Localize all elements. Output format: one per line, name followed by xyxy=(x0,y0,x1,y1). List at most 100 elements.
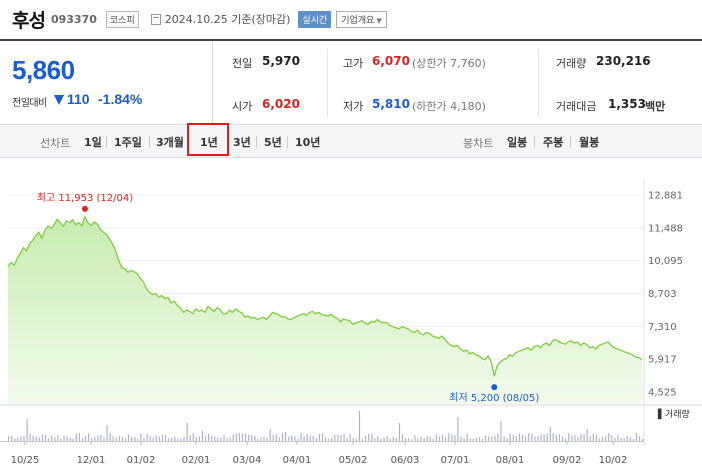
volume-bar xyxy=(488,436,490,441)
volume-bar xyxy=(392,436,394,441)
amount-label: 거래대금 xyxy=(556,100,597,113)
tab-1week[interactable]: 1주일 xyxy=(114,136,142,149)
volume-bar xyxy=(365,435,367,441)
tab-weekly-candle[interactable]: 주봉 xyxy=(543,136,564,149)
volume-bar xyxy=(562,436,564,441)
high-annotation: 최고 11,953 (12/04) xyxy=(37,192,133,204)
tab-10year[interactable]: 10년 xyxy=(295,136,321,149)
tab-3year[interactable]: 3년 xyxy=(233,136,251,149)
tab-monthly-candle[interactable]: 월봉 xyxy=(579,136,600,149)
volume-bar xyxy=(414,435,416,441)
volume-bar xyxy=(537,436,539,441)
volume-bar xyxy=(91,437,93,441)
volume-bar xyxy=(177,438,179,441)
chart-period-tabs: 선차트 1일 1주일 3개월 1년 3년 5년 10년 봉차트 일봉 주봉 월봉 xyxy=(0,126,702,158)
price-chart[interactable]: 12,881 11,488 10,095 8,703 7,310 5,917 4,525 1… xyxy=(0,158,702,469)
header-divider xyxy=(0,39,702,41)
lower-limit: (하한가 4,180) xyxy=(412,100,486,113)
volume-bar xyxy=(158,436,160,441)
realtime-button[interactable]: 실시간 xyxy=(298,10,332,28)
volume-bar xyxy=(642,438,644,441)
tab-daily-candle[interactable]: 일봉 xyxy=(507,136,528,149)
volume-bar xyxy=(586,429,588,441)
stock-header: 후성 093370 코스피 2024.10.25 기준(장마감) 실시간 기업개… xyxy=(0,0,702,38)
volume-bar xyxy=(186,423,188,441)
x-tick-label: 10/25 xyxy=(11,455,40,466)
volume-bar xyxy=(540,434,542,441)
volume-bar xyxy=(318,434,320,441)
volume-bar xyxy=(454,435,456,441)
volume-bar xyxy=(220,437,222,441)
volume-bar xyxy=(401,434,404,441)
chevron-down-icon: ▼ xyxy=(376,16,382,25)
price-date: 2024.10.25 기준(장마감) xyxy=(164,13,291,26)
company-name: 후성 xyxy=(12,9,46,32)
volume-bar xyxy=(543,434,545,441)
volume-bar xyxy=(201,431,204,441)
x-tick-label: 07/01 xyxy=(441,455,470,466)
high-marker xyxy=(81,205,88,212)
volume-bar xyxy=(626,435,628,441)
price-area xyxy=(8,216,642,404)
volume-bar xyxy=(121,437,124,441)
tab-5year[interactable]: 5년 xyxy=(264,136,282,149)
tab-3month[interactable]: 3개월 xyxy=(156,136,184,149)
volume-bar xyxy=(54,437,56,441)
volume-bar xyxy=(568,433,570,441)
amount-unit: 백만 xyxy=(645,100,666,113)
volume-bar xyxy=(617,434,619,441)
volume-bar xyxy=(232,434,234,441)
volume-bar xyxy=(251,435,253,441)
current-price: 5,860 xyxy=(12,55,75,85)
volume-bar xyxy=(592,433,594,441)
volume-bar xyxy=(531,433,533,441)
company-info-dropdown[interactable]: 기업개요 ▼ xyxy=(336,10,387,28)
active-tab-highlight xyxy=(187,123,229,156)
volume-bar xyxy=(445,437,447,441)
volume-bar xyxy=(405,438,407,441)
volume-bar xyxy=(94,436,96,441)
volume-bar xyxy=(254,435,256,441)
volume-bar xyxy=(29,433,31,441)
volume-bar xyxy=(112,436,114,441)
volume-bar xyxy=(208,434,210,441)
volume-bar xyxy=(478,437,481,441)
price-panel: 5,860 전일대비 110 -1.84% 전일 5,970 시가 6,020 … xyxy=(0,41,702,125)
volume-bar xyxy=(463,438,465,441)
volume-bar xyxy=(577,436,579,441)
volume-bar xyxy=(75,433,77,441)
tab-1day[interactable]: 1일 xyxy=(84,136,102,149)
volume-bar xyxy=(411,439,413,441)
stock-code: 093370 xyxy=(50,12,97,26)
amount-value: 1,353 xyxy=(608,97,646,111)
volume-bar xyxy=(525,436,527,441)
volume-bar xyxy=(549,427,551,441)
volume-bar xyxy=(134,436,136,441)
volume-bar xyxy=(598,438,601,441)
volume-bar xyxy=(26,419,28,441)
volume-bar xyxy=(143,437,145,441)
volume-bar xyxy=(38,437,40,441)
tab-divider xyxy=(149,136,150,148)
volume-bar xyxy=(466,433,468,441)
volume-bar xyxy=(278,437,280,441)
volume-bar xyxy=(60,438,62,441)
y-axis: 12,881 11,488 10,095 8,703 7,310 5,917 4,525 xyxy=(648,191,683,399)
volume-bar xyxy=(528,433,530,441)
tab-divider xyxy=(570,136,571,148)
volume-bar xyxy=(303,436,305,441)
volume-bar xyxy=(574,435,576,441)
volume-bar xyxy=(57,435,59,441)
volume-bar xyxy=(192,433,194,441)
prev-close-value: 5,970 xyxy=(262,54,300,68)
volume-bar xyxy=(475,437,477,441)
tab-divider xyxy=(534,136,535,148)
volume-bar xyxy=(235,433,237,441)
tab-1year[interactable]: 1년 xyxy=(200,136,218,149)
volume-bar xyxy=(238,433,240,441)
volume-bar xyxy=(377,436,379,441)
volume-bar xyxy=(131,436,133,441)
volume-bar xyxy=(23,436,25,441)
volume-bar xyxy=(189,435,191,441)
volume-bar xyxy=(417,438,419,441)
